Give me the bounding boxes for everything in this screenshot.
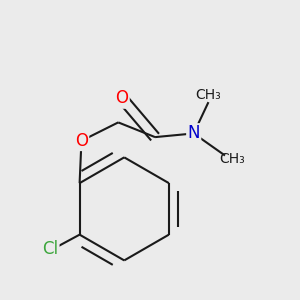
Text: N: N: [188, 124, 200, 142]
Text: O: O: [116, 89, 128, 107]
Text: CH₃: CH₃: [196, 88, 221, 102]
Text: O: O: [75, 132, 88, 150]
Text: CH₃: CH₃: [220, 152, 245, 166]
Text: Cl: Cl: [42, 240, 58, 258]
